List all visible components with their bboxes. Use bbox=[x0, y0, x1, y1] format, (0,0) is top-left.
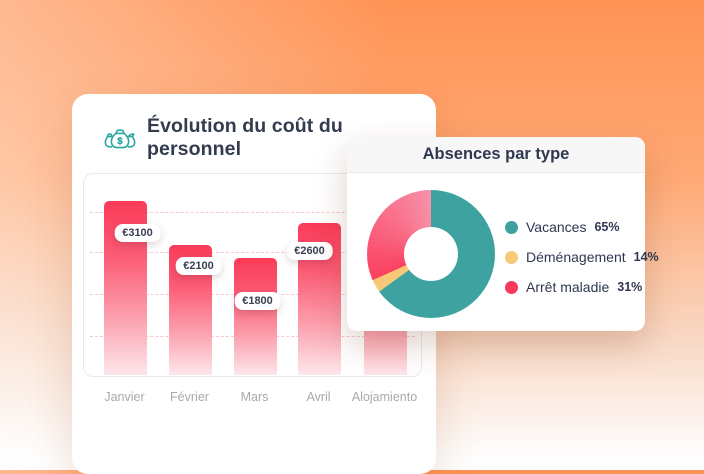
bar-mars bbox=[234, 258, 277, 375]
legend-item-arr-t-maladie: Arrêt maladie 31% bbox=[505, 277, 659, 297]
legend-label: Arrêt maladie bbox=[526, 279, 610, 295]
x-axis-label-avril: Avril bbox=[306, 390, 331, 404]
donut-chart bbox=[367, 190, 495, 318]
bar-value-badge: €2600 bbox=[286, 242, 333, 260]
svg-text:$: $ bbox=[117, 135, 123, 146]
bar-chart-plot-area: €3100 €2100 €1800 €2600 bbox=[83, 173, 422, 377]
x-axis-label-mars: Mars bbox=[240, 390, 269, 404]
gridline bbox=[90, 212, 415, 213]
bar-value-badge: €1800 bbox=[234, 292, 281, 310]
cost-card-title: Évolution du coût du personnel bbox=[147, 115, 343, 160]
gridline bbox=[90, 252, 415, 253]
legend-percentage: 31% bbox=[617, 280, 643, 294]
legend-label: Déménagement bbox=[526, 249, 626, 265]
legend-percentage: 14% bbox=[633, 250, 659, 264]
donut-legend: Vacances 65% Déménagement 14% Arrêt maladie 3… bbox=[505, 217, 659, 297]
x-axis-label-février: Février bbox=[170, 390, 209, 404]
absences-card-header: Absences par type bbox=[347, 137, 645, 173]
bar-value-badge: €3100 bbox=[114, 224, 161, 242]
legend-label: Vacances bbox=[526, 219, 587, 235]
money-bags-icon: $ bbox=[104, 123, 136, 153]
x-axis-label-alojamiento: Alojamiento bbox=[351, 390, 418, 404]
absences-card-body: Vacances 65% Déménagement 14% Arrêt maladie 3… bbox=[347, 173, 659, 331]
bar-value-badge: €2100 bbox=[175, 257, 222, 275]
absences-card: Absences par type Vacances 65% Déménagemen… bbox=[347, 137, 659, 331]
cost-card-header: $ Évolution du coût du personnel bbox=[104, 115, 436, 161]
legend-item-vacances: Vacances 65% bbox=[505, 217, 659, 237]
legend-percentage: 65% bbox=[594, 220, 620, 234]
legend-bullet bbox=[505, 280, 518, 294]
absences-card-title: Absences par type bbox=[422, 145, 570, 163]
legend-bullet bbox=[505, 250, 518, 264]
legend-item-d-m-nagement: Déménagement 14% bbox=[505, 247, 659, 267]
legend-bullet bbox=[505, 220, 518, 234]
x-axis-label-janvier: Janvier bbox=[104, 390, 145, 404]
